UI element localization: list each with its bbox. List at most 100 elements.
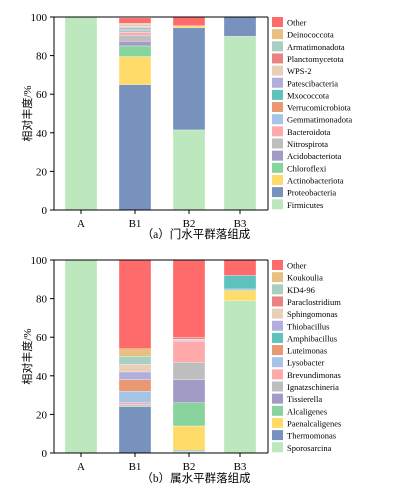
legend-swatch	[272, 102, 283, 113]
legend-item: Chloroflexi	[272, 162, 327, 173]
bar-segment	[118, 379, 152, 392]
x-tick-label: B2	[183, 218, 196, 230]
legend-label: Armatimonadota	[287, 42, 345, 52]
bar-stack-b3	[223, 259, 257, 454]
legend-item: Amphibacillus	[272, 332, 337, 343]
legend-label: Thermomonas	[287, 431, 336, 441]
legend-swatch	[272, 65, 283, 76]
legend-swatch	[272, 114, 283, 125]
y-tick-label: 100	[31, 12, 48, 24]
y-tick-label: 0	[42, 448, 48, 460]
legend-swatch	[272, 272, 283, 283]
legend-label: Other	[287, 18, 307, 28]
legend-item: Brevundimonas	[272, 369, 341, 380]
legend-swatch	[272, 138, 283, 149]
y-tick-label: 0	[42, 205, 48, 217]
legend-label: Ignatzschineria	[287, 382, 339, 392]
legend-item: Armatimonadota	[272, 41, 345, 52]
bar-segment	[223, 300, 257, 454]
bar-stack-b1	[118, 259, 152, 454]
legend-swatch	[272, 53, 283, 64]
legend-label: Tissierella	[287, 394, 322, 404]
bar-stack-b3	[223, 16, 257, 211]
legend-label: Thiobacillus	[287, 321, 330, 331]
legend-item: KD4-96	[272, 284, 315, 295]
bar-segment	[118, 348, 152, 357]
bar-segment	[118, 406, 152, 454]
legend-label: Mxococcota	[287, 90, 329, 100]
bar-stack-a	[64, 259, 98, 454]
bar-segment	[118, 45, 152, 57]
legend-swatch	[272, 381, 283, 392]
legend-label: Lysobacter	[287, 358, 324, 368]
legend-swatch	[272, 89, 283, 100]
bar-segment	[118, 29, 152, 31]
legend-item: Nitrospirota	[272, 138, 328, 149]
legend-label: KD4-96	[287, 285, 315, 295]
legend: Other Koukoulia KD4-96 Paraclostridium Sphin…	[272, 260, 341, 453]
legend-item: Bacteroidota	[272, 126, 331, 137]
legend-label: Paenalcaligenes	[287, 418, 341, 428]
x-tick-label: B1	[129, 461, 142, 473]
bar-segment	[172, 25, 206, 28]
legend-item: Mxococcota	[272, 89, 329, 100]
legend-swatch	[272, 187, 283, 198]
legend-swatch	[272, 308, 283, 319]
legend-swatch	[272, 369, 283, 380]
bar-segment	[223, 259, 257, 276]
bar-stack-a	[64, 16, 98, 211]
legend-label: Proteobacteria	[287, 188, 336, 198]
legend-item: Actinobacteriota	[272, 174, 344, 185]
legend-item: WPS-2	[272, 65, 312, 76]
legend-item: Sphingomonas	[272, 308, 338, 319]
legend-swatch	[272, 162, 283, 173]
legend-item: Planctomycetota	[272, 53, 344, 64]
y-axis-title: 相对丰度/%	[20, 328, 34, 384]
legend-item: Other	[272, 17, 307, 28]
x-tick-label: B3	[234, 461, 247, 473]
bar-segment	[223, 36, 257, 211]
y-tick-label: 60	[36, 89, 48, 101]
bar-segment	[118, 56, 152, 85]
legend-swatch	[272, 332, 283, 343]
bar-stack-b2	[172, 259, 206, 454]
bar-segment	[172, 340, 206, 363]
y-tick-label: 40	[36, 371, 48, 383]
legend-label: Luteimonas	[287, 346, 327, 356]
legend-item: Thermomonas	[272, 430, 336, 441]
legend-item: Sporosarcina	[272, 442, 332, 453]
bar-segment	[118, 364, 152, 373]
x-tick-label: B2	[183, 461, 196, 473]
legend-swatch	[272, 284, 283, 295]
x-tick-label: A	[77, 461, 85, 473]
legend-label: Amphibacillus	[287, 333, 337, 343]
legend-label: Planctomycetota	[287, 54, 344, 64]
bar-segment	[172, 402, 206, 427]
legend-item: Thiobacillus	[272, 320, 330, 331]
legend-item: Other	[272, 260, 307, 271]
legend-label: Verrucomicrobiota	[287, 103, 351, 113]
legend-label: Actinobacteriota	[287, 175, 344, 185]
legend-label: Koukoulia	[287, 273, 323, 283]
legend-swatch	[272, 320, 283, 331]
bar-segment	[118, 17, 152, 24]
y-tick-label: 20	[36, 166, 48, 178]
legend-swatch	[272, 442, 283, 453]
y-tick-label: 80	[36, 51, 48, 63]
legend-label: Firmicutes	[287, 200, 323, 210]
legend-label: Chloroflexi	[287, 163, 327, 173]
legend-swatch	[272, 393, 283, 404]
legend-item: Acidobacteriota	[272, 150, 342, 161]
legend-label: Brevundimonas	[287, 370, 341, 380]
x-tick-label: A	[77, 218, 85, 230]
legend-item: Verrucomicrobiota	[272, 102, 351, 113]
legend-label: WPS-2	[287, 66, 312, 76]
bar-segment	[118, 27, 152, 30]
legend-swatch	[272, 260, 283, 270]
legend-swatch	[272, 126, 283, 137]
legend-item: Alcaligenes	[272, 405, 327, 416]
legend-label: Acidobacteriota	[287, 151, 342, 161]
legend-item: Paraclostridium	[272, 296, 341, 307]
x-tick-label: B3	[234, 218, 247, 230]
